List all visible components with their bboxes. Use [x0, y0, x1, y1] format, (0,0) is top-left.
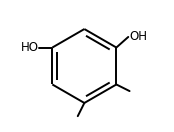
Text: HO: HO	[21, 41, 38, 54]
Text: OH: OH	[129, 30, 147, 43]
